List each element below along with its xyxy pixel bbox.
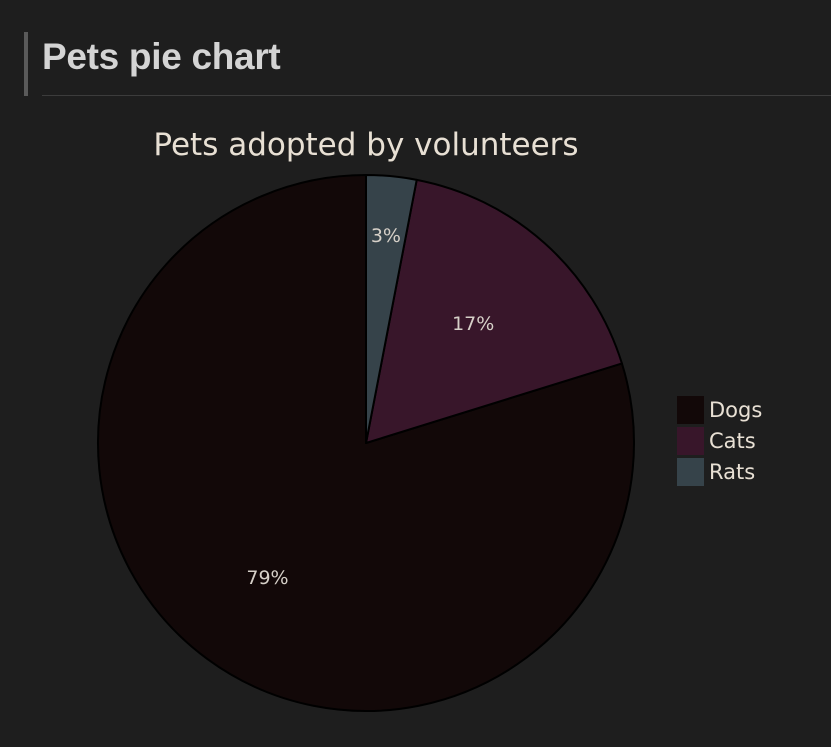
legend-swatch-cats	[677, 427, 704, 455]
chart-legend: Dogs Cats Rats	[677, 396, 762, 486]
pie-slices	[96, 174, 635, 712]
chart-title: Pets adopted by volunteers	[153, 127, 578, 163]
slice-label-cats: 17%	[452, 313, 494, 335]
heading-divider	[42, 95, 831, 96]
legend-label-cats: Cats	[709, 429, 756, 453]
pie-slice-cats	[365, 178, 623, 444]
legend-swatch-dogs	[677, 396, 704, 424]
slice-label-dogs: 79%	[246, 567, 288, 589]
slice-label-rats: 3%	[371, 225, 401, 247]
pie-slice-labels: 79% 17% 3%	[246, 225, 494, 589]
legend-swatch-rats	[677, 458, 704, 486]
legend-label-dogs: Dogs	[709, 398, 762, 422]
page-title: Pets pie chart	[42, 36, 281, 77]
pie-slice-rats	[365, 174, 418, 444]
legend-label-rats: Rats	[709, 460, 755, 484]
heading-accent-bar	[24, 32, 28, 96]
